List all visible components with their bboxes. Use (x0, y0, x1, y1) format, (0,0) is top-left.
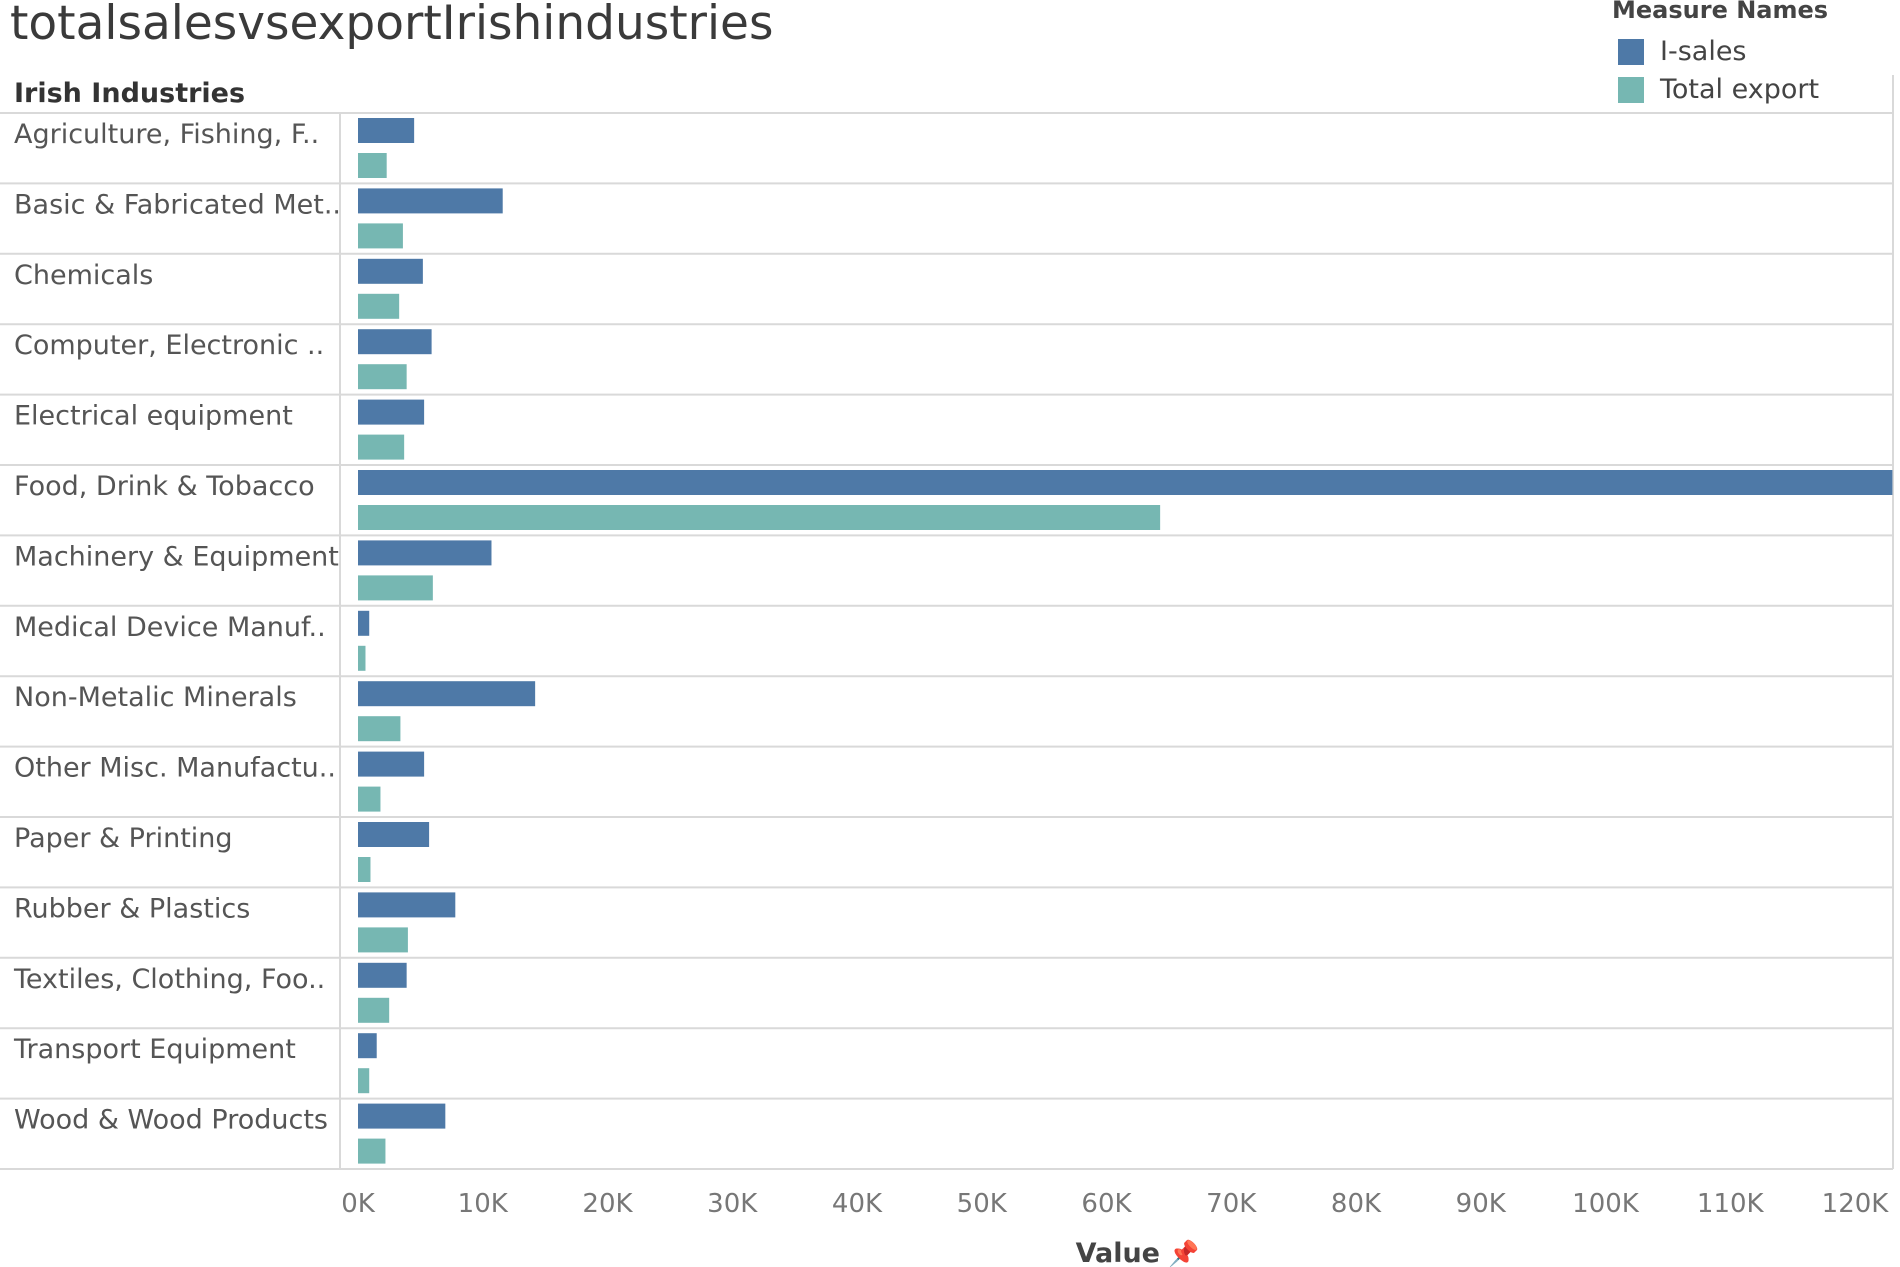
legend-title: Measure Names (1612, 0, 1829, 24)
bar-total-export (358, 1138, 386, 1164)
x-tick-label: 70K (1206, 1189, 1257, 1219)
bar-total-export (358, 645, 366, 671)
bar-i-sales (358, 540, 492, 566)
bar-total-export (358, 434, 405, 460)
x-tick-label: 100K (1572, 1189, 1640, 1219)
category-label: Non-Metalic Minerals (14, 682, 297, 713)
category-label: Rubber & Plastics (14, 893, 250, 924)
legend: Measure Names I-sales Total export (1612, 0, 1892, 115)
category-label: Computer, Electronic .. (14, 330, 324, 361)
category-label: Food, Drink & Tobacco (14, 471, 315, 502)
x-tick-label: 30K (707, 1189, 758, 1219)
legend-label-i-sales: I-sales (1660, 36, 1747, 67)
bar-i-sales (358, 962, 407, 988)
category-label: Paper & Printing (14, 823, 233, 854)
bar-i-sales (358, 1033, 377, 1059)
x-tick-label: 110K (1697, 1189, 1765, 1219)
bar-total-export (358, 575, 433, 601)
bar-total-export (358, 364, 407, 390)
category-label: Textiles, Clothing, Foo.. (13, 964, 325, 995)
bar-i-sales (358, 329, 432, 355)
x-tick-label: 0K (341, 1189, 376, 1219)
legend-swatch-total-export (1618, 77, 1644, 103)
category-label: Wood & Wood Products (14, 1105, 328, 1136)
x-tick-label: 20K (582, 1189, 633, 1219)
bar-i-sales (358, 822, 430, 847)
bar-total-export (358, 153, 387, 178)
bar-total-export (358, 716, 401, 742)
x-tick-label: 80K (1331, 1189, 1382, 1219)
x-tick-label: 60K (1081, 1189, 1132, 1219)
x-tick-label: 120K (1822, 1189, 1890, 1219)
category-label: Electrical equipment (14, 401, 293, 432)
category-label: Chemicals (14, 260, 153, 291)
category-label: Machinery & Equipment (14, 541, 339, 572)
bar-i-sales (358, 399, 425, 425)
bar-total-export (358, 505, 1161, 530)
x-tick-label: 40K (832, 1189, 883, 1219)
legend-swatch-i-sales (1618, 39, 1644, 65)
category-label: Basic & Fabricated Met.. (14, 189, 341, 220)
x-tick-label: 50K (957, 1189, 1008, 1219)
bar-i-sales (358, 258, 423, 284)
bar-total-export (358, 223, 403, 249)
bar-i-sales (358, 118, 415, 143)
x-tick-label: 90K (1456, 1189, 1507, 1219)
bar-i-sales (358, 610, 370, 636)
pin-icon[interactable]: 📌 (1168, 1238, 1199, 1267)
category-label: Transport Equipment (13, 1034, 296, 1065)
bar-total-export (358, 857, 371, 882)
bar-total-export (358, 997, 390, 1023)
bar-total-export (358, 927, 408, 953)
category-label: Medical Device Manuf.. (14, 612, 326, 643)
bar-i-sales (358, 681, 536, 707)
x-tick-label: 10K (458, 1189, 509, 1219)
bar-i-sales (358, 751, 425, 777)
bar-i-sales (358, 470, 1893, 495)
legend-label-total-export: Total export (1660, 74, 1820, 105)
bar-i-sales (358, 892, 456, 918)
bar-total-export (358, 1068, 370, 1094)
x-axis-label: Value (1076, 1238, 1160, 1267)
category-label: Agriculture, Fishing, F.. (14, 119, 319, 150)
row-header-title: Irish Industries (14, 78, 245, 109)
bar-i-sales (358, 188, 503, 214)
bar-i-sales (358, 1103, 446, 1129)
category-label: Other Misc. Manufactu.. (14, 753, 336, 784)
bar-total-export (358, 293, 400, 319)
chart-title: totalsalesvsexportIrishindustries (10, 0, 774, 51)
bar-total-export (358, 786, 381, 812)
